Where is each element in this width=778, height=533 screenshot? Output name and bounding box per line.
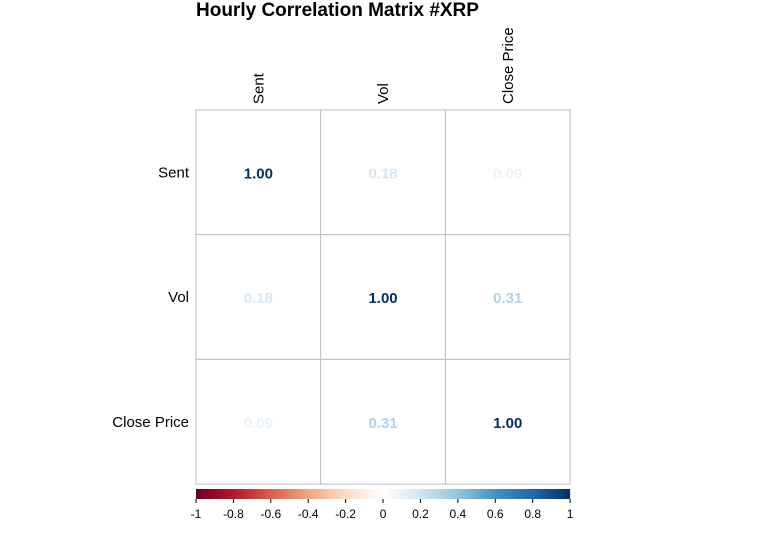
cell-value-label-2-2: 1.00 [493, 415, 522, 432]
colorbar-tick-label-8: 0.6 [487, 507, 504, 521]
heatmap-cell-2-1 [320, 358, 446, 485]
column-label-1: Vol [375, 83, 392, 104]
cell-value-label-1-1: 1.00 [368, 290, 397, 307]
row-label-0: Sent [158, 164, 190, 181]
colorbar-tick-label-1: -0.8 [223, 507, 244, 521]
row-label-2: Close Price [112, 414, 189, 431]
column-label-0: Sent [250, 72, 267, 104]
cell-value-label-1-2: 0.31 [493, 290, 522, 307]
colorbar [196, 489, 571, 499]
cell-value-label-0-2: 0.09 [493, 165, 522, 182]
colorbar-tick-label-3: -0.4 [298, 507, 319, 521]
column-label-2: Close Price [500, 27, 517, 104]
heatmap-cell-2-0 [195, 358, 322, 485]
cell-value-label-0-1: 0.18 [368, 165, 397, 182]
colorbar-tick-label-0: -1 [191, 507, 202, 521]
row-label-1: Vol [168, 289, 189, 306]
cell-value-label-2-1: 0.31 [368, 415, 397, 432]
colorbar-tick-label-4: -0.2 [335, 507, 356, 521]
colorbar-tick-label-6: 0.2 [412, 507, 429, 521]
cell-value-label-1-0: 0.18 [244, 290, 273, 307]
heatmap-cell-0-0 [195, 109, 322, 236]
colorbar-tick-label-7: 0.4 [450, 507, 467, 521]
colorbar-tick-label-9: 0.8 [524, 507, 541, 521]
chart-title: Hourly Correlation Matrix #XRP [196, 0, 479, 21]
cell-value-label-2-0: 0.09 [244, 415, 273, 432]
colorbar-tick-label-10: 1 [567, 507, 574, 521]
heatmap-cell-2-2 [444, 358, 571, 485]
colorbar-tick-label-5: 0 [380, 507, 387, 521]
cell-value-label-0-0: 1.00 [244, 165, 273, 182]
colorbar-tick-label-2: -0.6 [260, 507, 281, 521]
